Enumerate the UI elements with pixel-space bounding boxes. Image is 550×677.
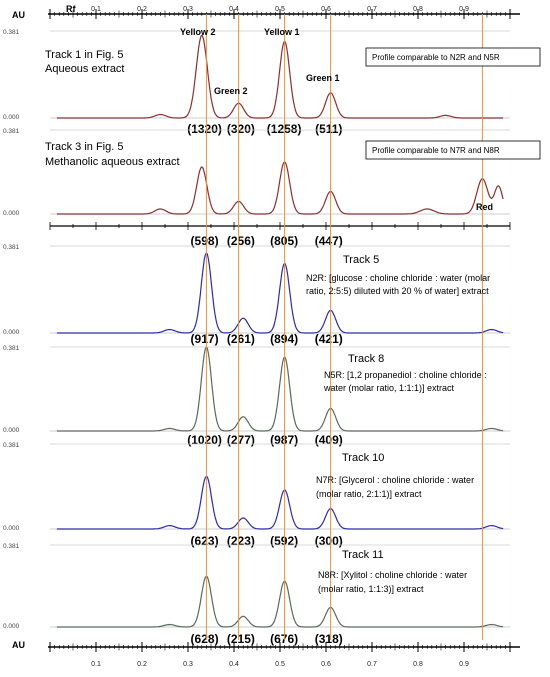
top-rf-tick-label: 0.6 [321, 6, 331, 13]
track-1-profile-note: Profile comparable to N2R and N5R [372, 53, 500, 62]
bottom-rf-tick-label: 0.5 [275, 661, 285, 668]
y-min-label: 0.000 [3, 427, 20, 434]
bottom-rf-tick-label: 0.6 [321, 661, 331, 668]
y-max-label: 0.381 [3, 543, 20, 550]
densitogram-line [56, 161, 504, 215]
peak-area-label: (421) [315, 332, 343, 346]
peak-area-label: (256) [227, 234, 255, 248]
top-x-axis-label: Rf [66, 4, 76, 14]
bottom-rf-tick-label: 0.9 [459, 661, 469, 668]
peak-area-label: (623) [191, 534, 219, 548]
peak-area-label: (628) [191, 632, 219, 646]
track-10-note-line-1: N7R: [Glycerol : choline chloride : wate… [316, 475, 474, 485]
peak-area-label: (261) [227, 332, 255, 346]
bottom-rf-tick-label: 0.4 [229, 661, 239, 668]
y-min-label: 0.000 [3, 114, 20, 121]
track-5-note-line-1: N2R: [glucose : choline chloride : water… [306, 273, 490, 283]
densitogram-line [56, 475, 504, 530]
peak-label-green-1: Green 1 [306, 73, 340, 83]
densitogram-line [56, 34, 504, 119]
peak-area-label: (277) [227, 433, 255, 447]
peak-area-label: (1320) [187, 122, 222, 136]
bottom-rf-tick-label: 0.7 [367, 661, 377, 668]
track-8-title: Track 8 [348, 353, 384, 365]
top-rf-tick-label: 0.7 [367, 6, 377, 13]
peak-area-label: (300) [315, 534, 343, 548]
y-max-label: 0.381 [3, 345, 20, 352]
track-10-title: Track 10 [342, 452, 384, 464]
peak-area-label: (917) [191, 332, 219, 346]
track-3-subtitle: Methanolic aqueous extract [45, 156, 180, 168]
y-max-label: 0.381 [3, 244, 20, 251]
top-rf-tick-label: 0.9 [459, 6, 469, 13]
top-rf-tick-label: 0.3 [183, 6, 193, 13]
bottom-rf-tick-label: 0.8 [413, 661, 423, 668]
peak-label-yellow-1: Yellow 1 [264, 27, 300, 37]
track-1-title: Track 1 in Fig. 5 [45, 49, 123, 61]
bottom-y-unit-label: AU [12, 640, 25, 650]
track-5-title: Track 5 [343, 254, 379, 266]
peak-area-label: (215) [227, 632, 255, 646]
track-3-profile-note: Profile comparable to N7R and N8R [372, 146, 500, 155]
y-min-label: 0.000 [3, 623, 20, 630]
y-min-label: 0.000 [3, 210, 20, 217]
densitogram-line [56, 345, 504, 432]
peak-area-label: (409) [315, 433, 343, 447]
top-rf-tick-label: 0.2 [137, 6, 147, 13]
track-5-note-line-2: ratio, 2:5:5) diluted with 20 % of water… [306, 286, 489, 296]
annotations: Track 1 in Fig. 5 Aqueous extract Profil… [45, 27, 541, 594]
track-11-note-line-2: (molar ratio, 1:1:3)] extract [318, 584, 424, 594]
track-1-profile-box [365, 47, 541, 67]
track-8-note-line-2: water (molar ratio, 1:1:1)] extract [323, 383, 455, 393]
peak-area-label: (1020) [187, 433, 222, 447]
track-3-title: Track 3 in Fig. 5 [45, 141, 123, 153]
densitogram-line [56, 251, 504, 334]
top-rf-tick-label: 0.8 [413, 6, 423, 13]
bottom-rf-axis: 0.1 0.2 0.3 0.4 0.5 0.6 0.7 0.8 0.9 AU [12, 640, 520, 668]
peak-area-label: (511) [315, 122, 342, 136]
track-10-note-line-2: (molar ratio, 2:1:1)] extract [316, 489, 422, 499]
y-max-label: 0.381 [3, 29, 20, 36]
track-3-profile-box [365, 140, 541, 160]
y-max-label: 0.381 [3, 442, 20, 449]
peak-label-yellow-2: Yellow 2 [180, 27, 216, 37]
track-11-note-line-1: N8R: [Xylitol : choline chloride : water [318, 570, 467, 580]
bottom-rf-tick-label: 0.3 [183, 661, 193, 668]
peak-area-label: (320) [227, 122, 255, 136]
top-rf-tick-label: 0.4 [229, 6, 239, 13]
y-min-label: 0.000 [3, 329, 20, 336]
bottom-rf-tick-label: 0.2 [137, 661, 147, 668]
track-11-title: Track 11 [342, 549, 384, 561]
top-y-unit-label: AU [12, 10, 25, 20]
y-min-label: 0.000 [3, 525, 20, 532]
peak-area-label: (598) [191, 234, 219, 248]
track-1-subtitle: Aqueous extract [45, 63, 125, 75]
peak-label-green-2: Green 2 [214, 86, 248, 96]
top-rf-tick-label: 0.5 [275, 6, 285, 13]
top-rf-tick-label: 0.1 [91, 6, 101, 13]
y-max-label: 0.381 [3, 128, 20, 135]
peak-area-label: (318) [315, 632, 343, 646]
track-8-note-line-1: N5R: [1,2 propanediol : choline chloride… [324, 370, 487, 380]
top-rf-axis: 0.1 0.2 0.3 0.4 0.5 0.6 0.7 0.8 0.9 AU Rf [12, 4, 520, 20]
bottom-rf-tick-label: 0.1 [91, 661, 101, 668]
peak-area-label: (223) [227, 534, 255, 548]
peak-label-red: Red [476, 202, 493, 212]
densitogram-line [56, 575, 504, 628]
peak-area-label: (447) [315, 234, 343, 248]
